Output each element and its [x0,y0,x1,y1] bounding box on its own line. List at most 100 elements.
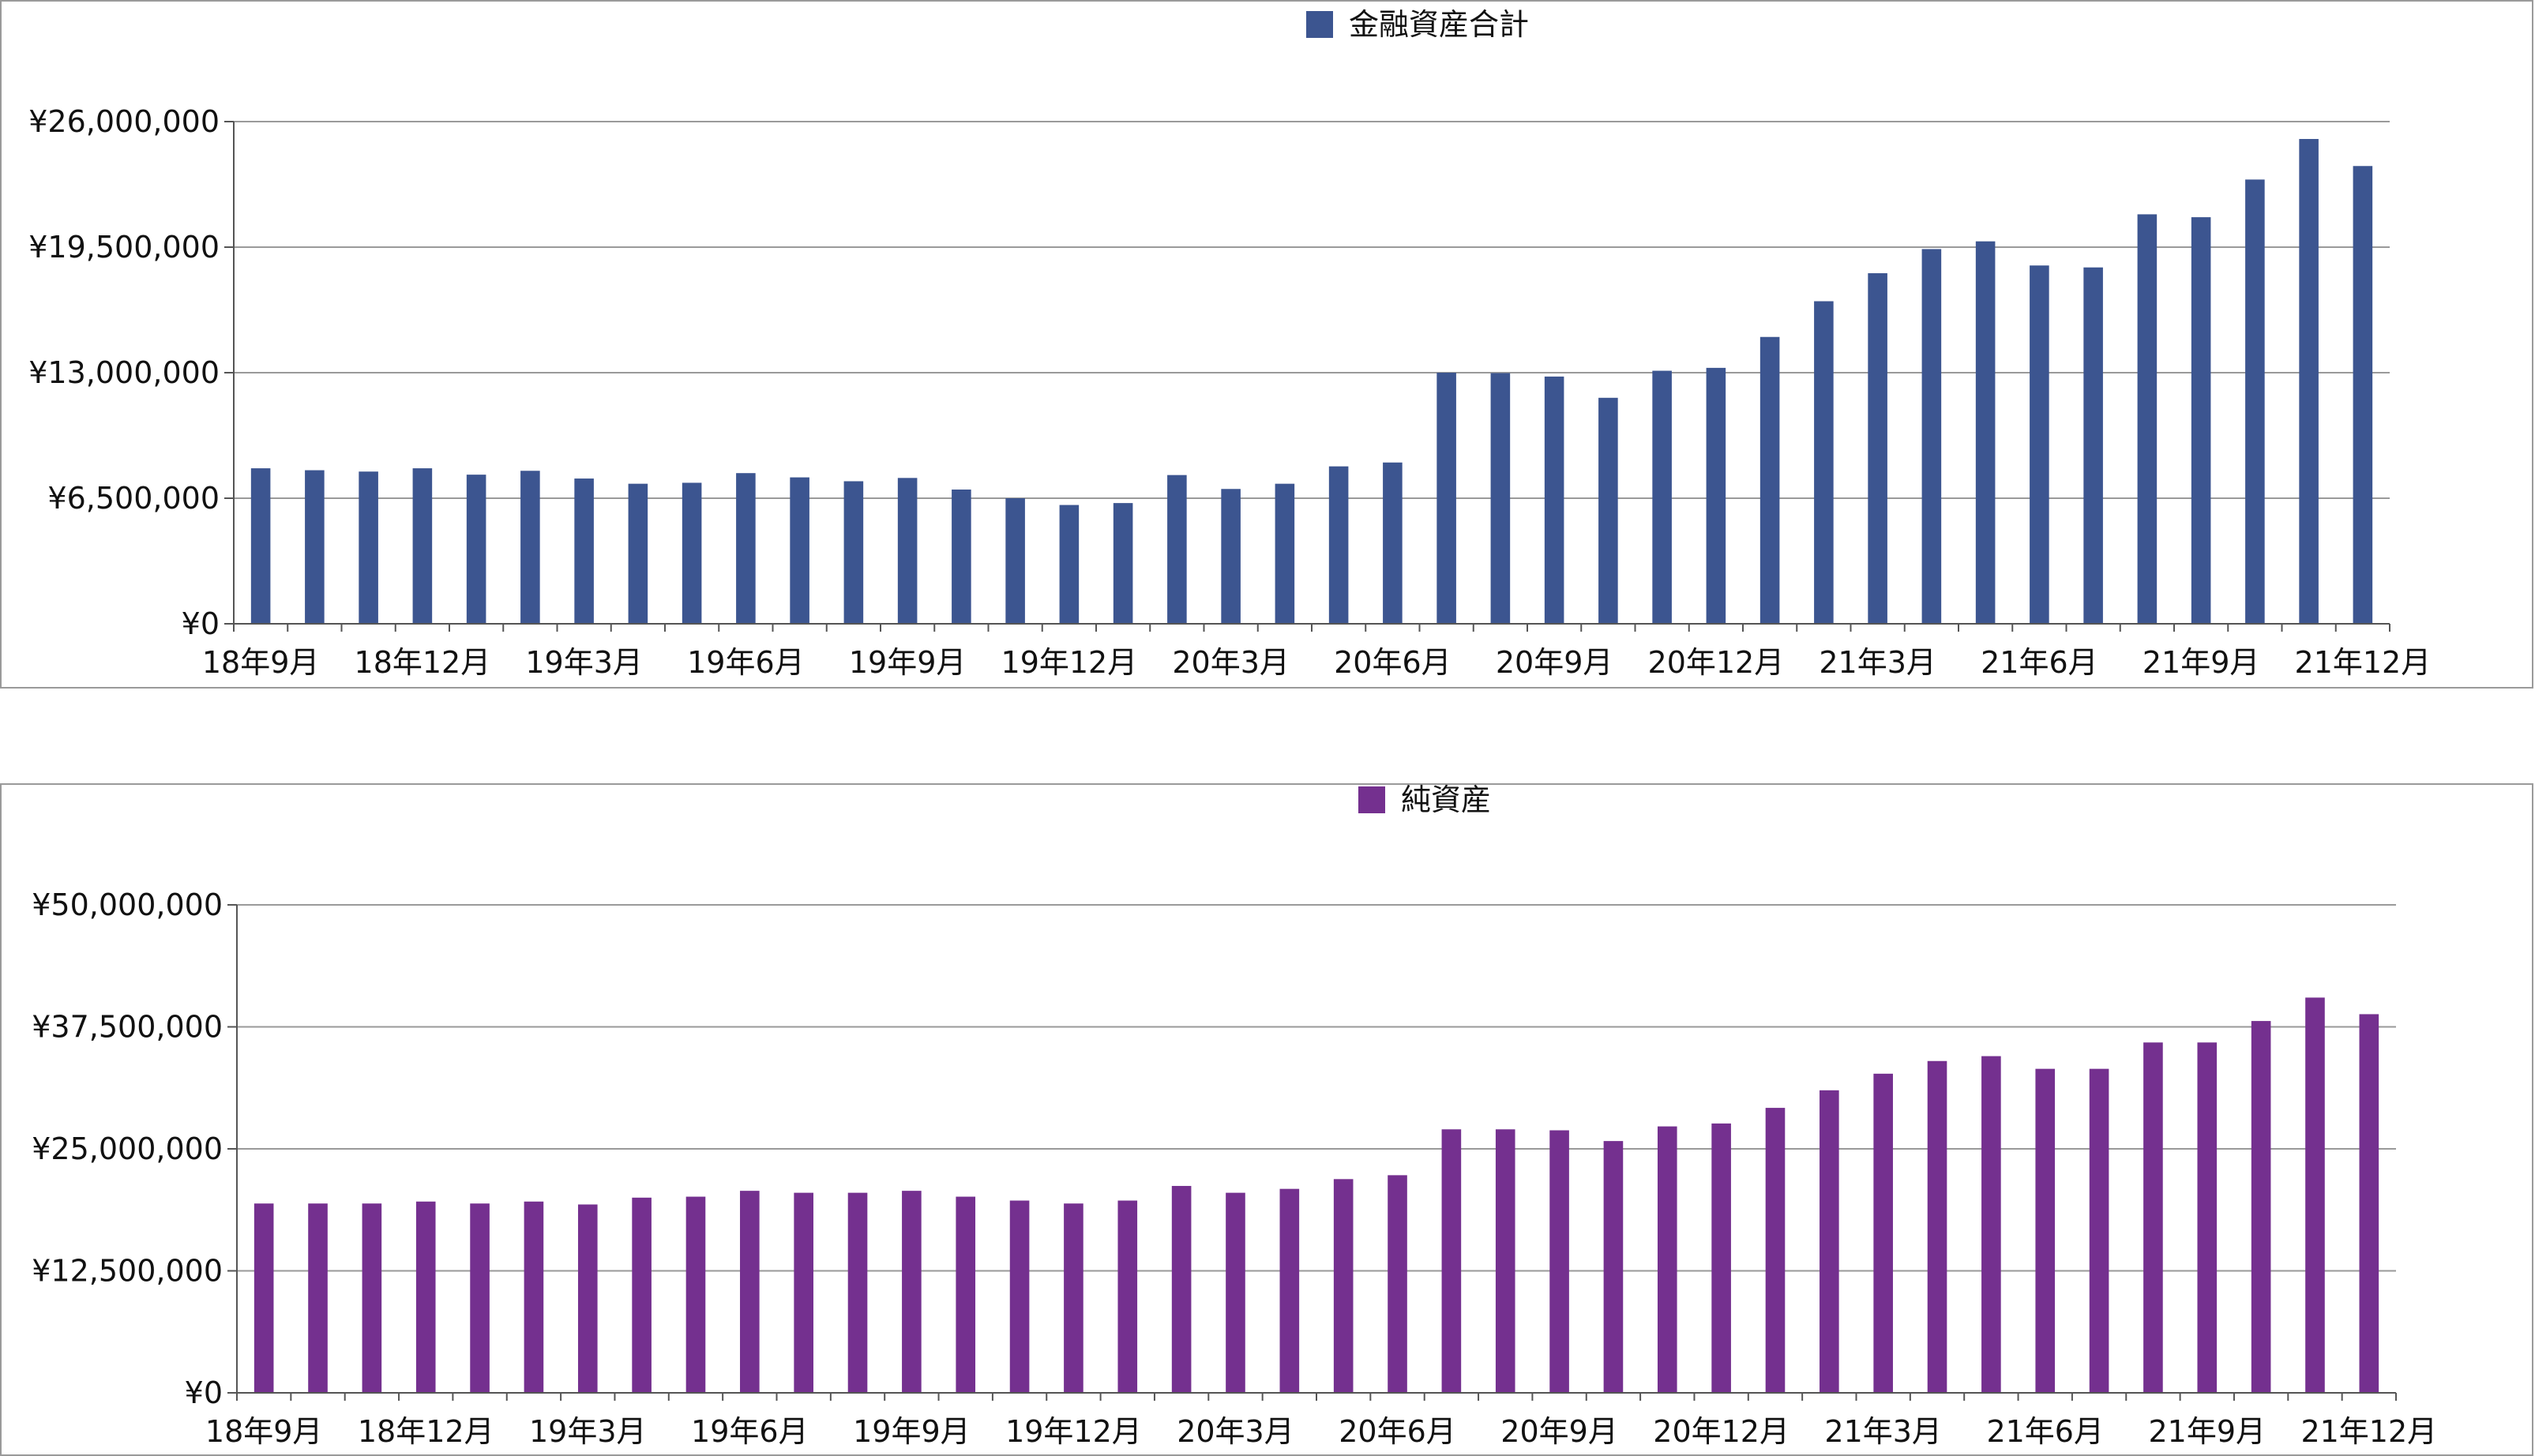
bar [1436,373,1456,624]
bar [359,471,378,624]
bar-chart-financial-assets: ¥26,000,000 ¥19,500,000 ¥13,000,000 ¥6,500,… [28,104,2432,680]
bar [2245,179,2265,624]
x-tick-label: 20年6月 [1334,645,1452,680]
bar [1657,1126,1677,1393]
bar [1388,1175,1407,1393]
bar [1441,1129,1462,1393]
x-tick-label: 21年12月 [2295,645,2432,680]
x-tick-label: 20年3月 [1172,645,1290,680]
bar [470,1203,490,1393]
bar [2251,1021,2271,1393]
bar [794,1192,813,1393]
bar [1495,1129,1515,1393]
x-tick-label: 19年12月 [1001,645,1138,680]
legend-label: 金融資産合計 [1349,7,1530,42]
bar [362,1203,382,1393]
bar [1490,373,1511,624]
bar [956,1196,976,1393]
x-tick-label: 19年6月 [687,645,805,680]
x-tick-label: 21年3月 [1819,645,1936,680]
x-tick-label: 20年9月 [1496,645,1613,680]
bar [2035,1068,2056,1393]
bar [2137,214,2158,624]
x-tick-label: 21年3月 [1824,1414,1942,1449]
y-tick-label: ¥37,500,000 [32,1010,223,1045]
x-tick-label: 20年3月 [1177,1414,1294,1449]
bar [2143,1042,2163,1393]
bar [574,478,594,624]
bar [1975,241,1996,624]
bar [790,477,809,624]
bar [1279,1188,1300,1393]
legend: 金融資産合計 [1306,9,1529,39]
bar-chart-net-assets: ¥50,000,000 ¥37,500,000 ¥25,000,000 ¥12,500… [32,887,2437,1449]
y-tick-label: ¥50,000,000 [32,887,223,922]
bar [1113,503,1133,624]
bar [1005,498,1025,624]
bar [682,482,702,624]
y-tick-label: ¥0 [182,606,220,641]
y-tick-label: ¥19,500,000 [28,230,220,265]
bar [1226,1192,1245,1393]
bar [1117,1200,1138,1393]
legend-swatch [1358,786,1385,813]
bar [1927,1060,1947,1393]
x-tick-label: 19年9月 [853,1414,971,1449]
bar [1765,1108,1786,1393]
bar [250,468,271,624]
bar [628,483,648,624]
bar [2353,166,2373,624]
bar [2089,1068,2109,1393]
bar [308,1203,328,1393]
bar [1333,1179,1354,1393]
bar [305,470,325,624]
bar [1383,462,1403,624]
bar [1706,367,1726,624]
x-tick-label: 20年12月 [1648,645,1785,680]
y-tick-label: ¥13,000,000 [28,355,220,390]
bar [1981,1056,2001,1393]
bar [1820,1090,1839,1393]
y-tick-label: ¥25,000,000 [32,1131,223,1166]
bar [1652,370,1672,624]
bar [524,1201,544,1393]
bar [2030,265,2049,624]
y-tick-label: ¥12,500,000 [32,1254,223,1289]
bar [740,1191,760,1393]
bar [1711,1123,1731,1393]
bar [1275,483,1295,624]
bar [632,1197,652,1393]
bar [1921,249,1942,624]
x-tick-label: 20年9月 [1500,1414,1618,1449]
x-tick-label: 21年6月 [1986,1414,2104,1449]
bar [902,1191,922,1393]
bar [1598,397,1618,624]
x-tick-label: 19年3月 [529,1414,647,1449]
bar [685,1196,706,1393]
bar [1221,489,1241,624]
x-tick-label: 20年6月 [1339,1414,1456,1449]
bar [1549,1130,1569,1393]
x-tick-label: 19年9月 [849,645,967,680]
bar [736,473,756,624]
bar [2191,217,2211,625]
bar [577,1204,598,1393]
legend: 純資産 [1358,785,1491,815]
bar [466,475,486,624]
bar [1868,273,1887,624]
bar [1064,1203,1083,1393]
bar [952,489,971,624]
bar [1009,1200,1030,1393]
legend-swatch [1306,11,1333,38]
chart-panel-net-assets: 純資産 ¥50,000,000 ¥37,500,000 ¥25,000,000 ¥12… [0,783,2533,1456]
bar [2359,1014,2379,1393]
bar [520,471,540,624]
bar [897,478,918,624]
x-tick-label: 19年12月 [1005,1414,1142,1449]
bar [1759,336,1780,624]
bar [412,468,433,624]
bar [2299,139,2319,624]
bar [847,1192,868,1393]
x-tick-label: 18年12月 [355,645,491,680]
bar [1603,1141,1624,1393]
